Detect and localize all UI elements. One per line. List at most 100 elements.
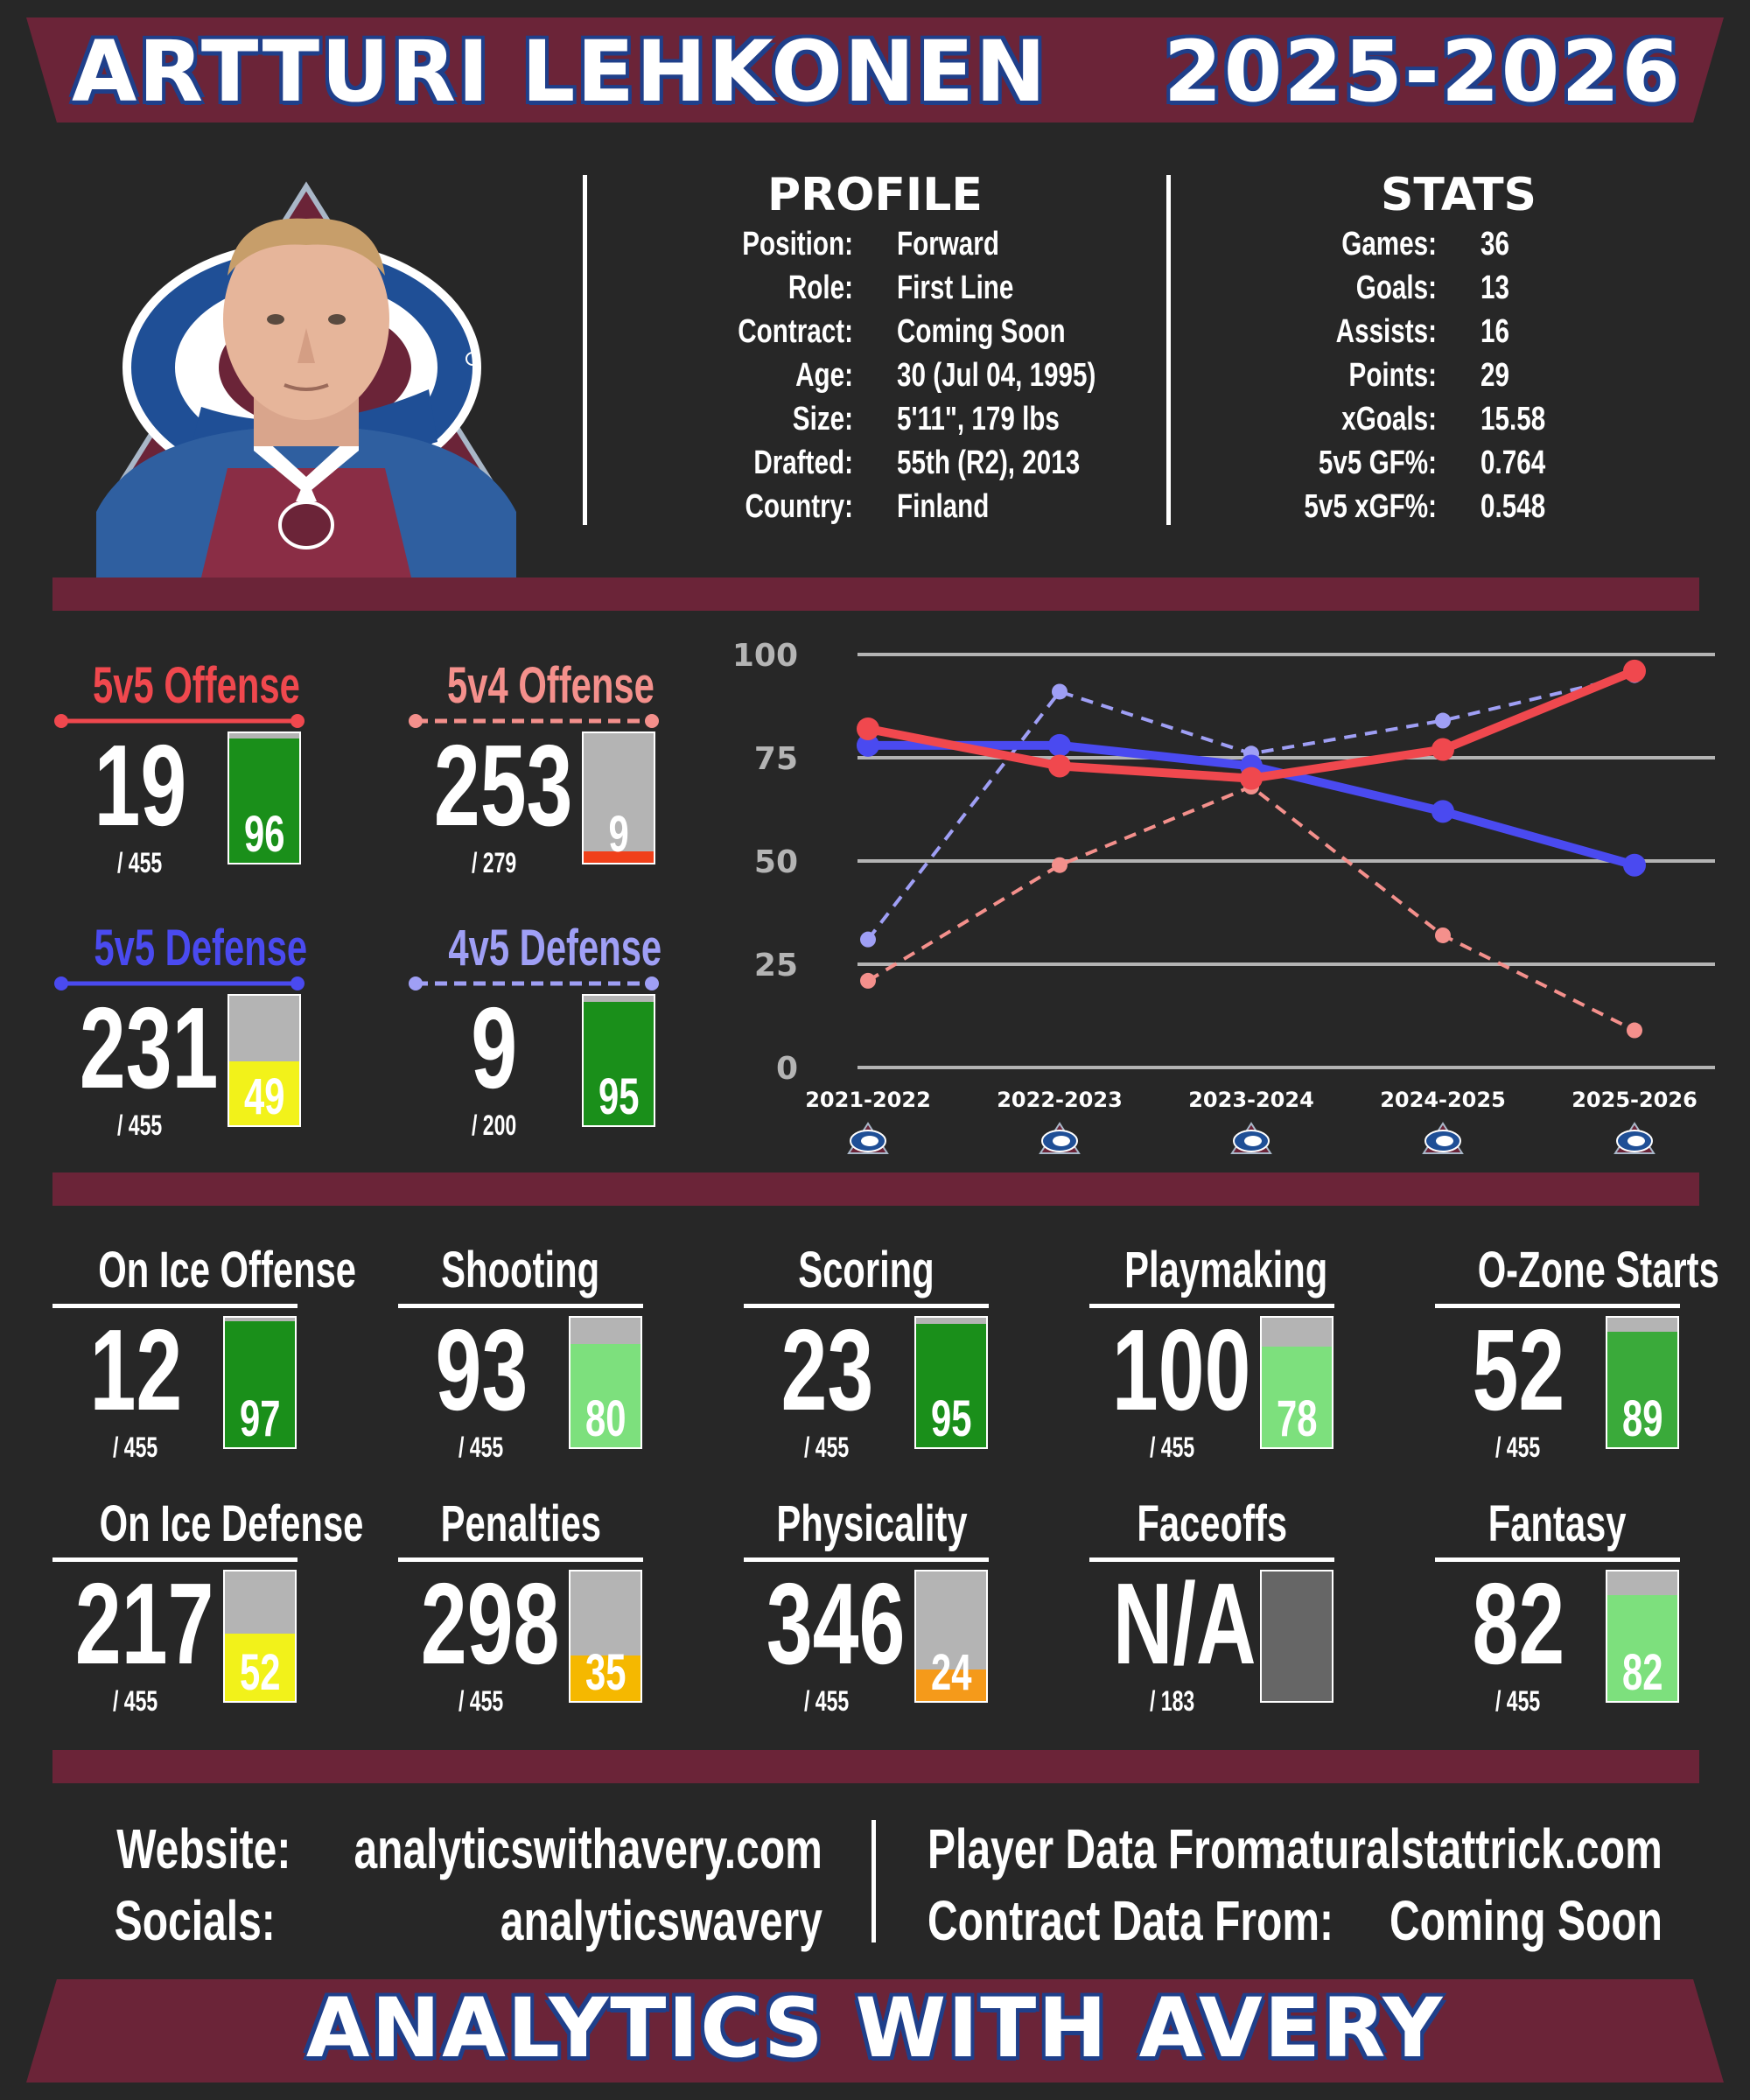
metric-rank: 12 <box>89 1306 182 1434</box>
series-point <box>857 733 879 757</box>
percentile-value: 9 <box>608 806 629 864</box>
metric-card: O-Zone Starts 52/ 455 89 <box>1431 1241 1719 1477</box>
metric-underline <box>744 1304 989 1308</box>
section-divider-1 <box>52 578 1699 611</box>
percentile-bar: 35 <box>569 1570 642 1703</box>
percentile-bar: 95 <box>582 994 655 1127</box>
metric-underline <box>1435 1558 1680 1562</box>
metric-underline <box>744 1558 989 1562</box>
series-point <box>857 717 879 740</box>
metric-card: 5v5 Defense 231/ 455 49 <box>52 919 307 1155</box>
percentile-value: 95 <box>598 1068 640 1126</box>
brand-banner <box>26 1979 1724 2082</box>
metric-rank: N/A <box>1112 1559 1256 1688</box>
kv-key: Contract: <box>738 313 853 350</box>
percentile-value: 96 <box>243 806 285 864</box>
percentile-fill <box>584 1002 654 1125</box>
y-tick-label: 75 <box>754 741 798 777</box>
player-data-label: Player Data From: <box>928 1817 1287 1880</box>
kv-key: Position: <box>742 226 853 262</box>
kv-value: Coming Soon <box>897 313 1066 350</box>
player-headshot <box>96 179 516 578</box>
section-divider-2 <box>52 1172 1699 1206</box>
metric-underline <box>54 976 304 990</box>
team-logo-icon <box>1230 1122 1272 1154</box>
metric-rank: 93 <box>435 1306 528 1434</box>
kv-key: xGoals: <box>1341 401 1437 438</box>
metric-rank: 298 <box>420 1559 560 1688</box>
player-data-source[interactable]: naturalstattrick.com <box>1261 1817 1662 1880</box>
metric-total: / 455 <box>113 1685 158 1717</box>
metric-total: / 455 <box>804 1432 850 1463</box>
percentile-value: 80 <box>584 1390 626 1448</box>
percentile-bar: 97 <box>223 1316 297 1449</box>
percentile-value: 95 <box>930 1390 972 1448</box>
socials-label: Socials: <box>114 1889 276 1952</box>
metric-underline <box>54 714 304 728</box>
metric-label: Scoring <box>798 1242 934 1298</box>
kv-key: Age: <box>795 357 853 394</box>
profile-title: PROFILE <box>767 169 983 221</box>
kv-value: 13 <box>1480 270 1509 306</box>
kv-key: Games: <box>1341 226 1437 262</box>
percentile-bar: 49 <box>228 994 301 1127</box>
metric-rank: 217 <box>74 1559 214 1688</box>
kv-value: 55th (R2), 2013 <box>897 444 1081 481</box>
section-divider-3 <box>52 1750 1699 1783</box>
series-point <box>1432 738 1454 761</box>
stats-title: STATS <box>1380 169 1536 221</box>
kv-value: 36 <box>1480 226 1509 262</box>
socials-handle[interactable]: analyticswavery <box>500 1889 822 1952</box>
percentile-bar: 9 <box>582 732 655 864</box>
metric-label: Playmaking <box>1124 1242 1328 1298</box>
website-link[interactable]: analyticswithavery.com <box>354 1817 822 1880</box>
series-point <box>1052 857 1068 873</box>
kv-key: 5v5 GF%: <box>1318 444 1437 481</box>
metric-label: Penalties <box>440 1495 601 1552</box>
y-tick-label: 25 <box>754 948 798 984</box>
series-point <box>1623 853 1646 877</box>
percentile-fill <box>1607 1332 1677 1447</box>
metric-label: On Ice Offense <box>98 1242 357 1298</box>
metric-card: Faceoffs N/A/ 183 <box>1085 1494 1339 1731</box>
x-tick-label: 2025-2026 <box>1572 1088 1698 1112</box>
kv-key: 5v5 xGF%: <box>1304 488 1437 525</box>
metric-total: / 455 <box>458 1432 504 1463</box>
metric-total: / 455 <box>1150 1432 1195 1463</box>
kv-key: Size: <box>792 401 853 438</box>
metric-label: Shooting <box>441 1242 600 1298</box>
percentile-fill <box>1607 1594 1677 1701</box>
team-logo-icon <box>847 1122 889 1154</box>
series-point <box>1048 754 1071 778</box>
avalanche-logo-icon <box>96 181 516 578</box>
metric-label: Physicality <box>776 1495 968 1552</box>
metric-rank: 23 <box>780 1306 873 1434</box>
kv-value: 5'11", 179 lbs <box>897 401 1060 438</box>
metric-label: O-Zone Starts <box>1477 1242 1719 1298</box>
website-label: Website: <box>116 1817 291 1880</box>
percentile-bar: 52 <box>223 1570 297 1703</box>
percentile-value: 78 <box>1276 1390 1318 1448</box>
metric-label: Fantasy <box>1488 1495 1627 1552</box>
contract-data-source: Coming Soon <box>1390 1889 1662 1952</box>
metric-underline <box>409 976 659 990</box>
header-divider-left <box>583 175 587 525</box>
kv-value: First Line <box>897 270 1014 306</box>
x-tick-label: 2022-2023 <box>997 1088 1123 1112</box>
footer-divider <box>872 1820 876 1942</box>
percentile-fill <box>570 1343 640 1447</box>
percentile-value: 82 <box>1621 1644 1663 1702</box>
percentile-bar <box>1260 1570 1334 1703</box>
metric-card: On Ice Defense 217/ 455 52 <box>48 1494 363 1731</box>
x-tick-label: 2021-2022 <box>805 1088 931 1112</box>
series-point <box>1435 712 1451 729</box>
series-point <box>1627 1022 1642 1039</box>
metric-card: Fantasy 82/ 455 82 <box>1431 1494 1684 1731</box>
metric-label: 5v5 Offense <box>93 657 300 714</box>
percentile-fill <box>225 1634 295 1701</box>
percentile-value: 89 <box>1621 1390 1663 1448</box>
kv-value: Forward <box>897 226 999 262</box>
kv-key: Points: <box>1348 357 1437 394</box>
kv-value: 16 <box>1480 313 1509 350</box>
metric-card: 4v5 Defense 9/ 200 95 <box>407 919 662 1155</box>
